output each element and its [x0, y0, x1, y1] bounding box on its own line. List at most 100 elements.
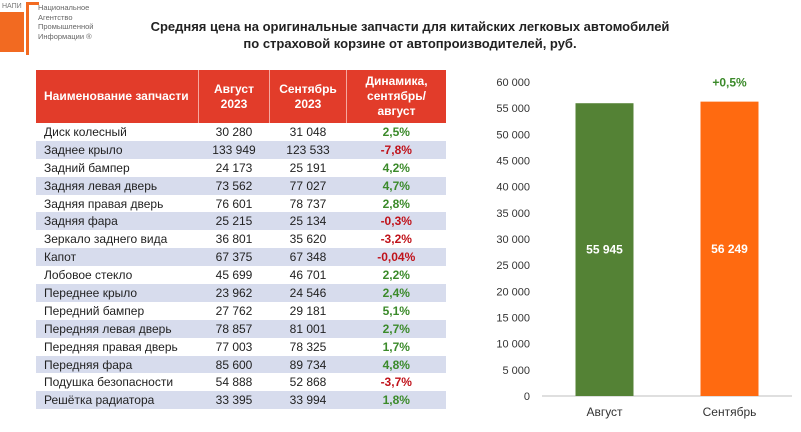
- sep-price-cell: 81 001: [269, 319, 347, 338]
- napi-logo: НАПИ Национальное Агентство Промышленной…: [0, 0, 110, 56]
- y-tick-label: 25 000: [496, 260, 530, 272]
- header-sep: Сентябрь 2023: [269, 70, 347, 123]
- part-name-cell: Лобовое стекло: [44, 268, 133, 283]
- table-row: Лобовое стекло 45 699 46 701 2,2%: [36, 266, 446, 284]
- part-name-cell: Заднее крыло: [36, 140, 199, 159]
- bar-data-label: 56 249: [711, 242, 748, 256]
- table-row: Диск колесный 30 280 31 048 2,5%: [36, 123, 446, 141]
- x-category-label: Сентябрь: [703, 405, 757, 419]
- y-tick-label: 5 000: [502, 365, 530, 377]
- table-row: Передний бампер 27 762 29 181 5,1%: [36, 302, 446, 320]
- sep-price-cell: 29 181: [289, 303, 327, 318]
- part-name-cell: Зеркало заднего вида: [44, 232, 168, 247]
- logo-line: Информации ®: [38, 31, 92, 41]
- part-name-cell: Передняя фара: [36, 355, 199, 374]
- sep-price-cell: 77 027: [269, 176, 347, 195]
- dynamics-cell: 1,7%: [382, 339, 410, 354]
- table-row: Переднее крыло 23 962 24 546 2,4%: [36, 284, 446, 302]
- table-row: Передняя фара 85 600 89 734 4,8%: [36, 355, 446, 374]
- sep-price-cell: 35 620: [289, 232, 327, 247]
- title-line-2: по страховой корзине от автопроизводител…: [243, 36, 577, 51]
- sep-price-cell: 25 191: [289, 160, 327, 175]
- table-row: Передняя правая дверь 77 003 78 325 1,7%: [36, 338, 446, 356]
- table-row: Задняя фара 25 215 25 134 -0,3%: [36, 212, 446, 231]
- part-name-cell: Передняя правая дверь: [44, 339, 178, 354]
- y-tick-label: 40 000: [496, 182, 530, 194]
- table-row: Капот 67 375 67 348 -0,04%: [36, 248, 446, 267]
- logo-bar: [0, 12, 24, 52]
- table-header-row: Наименование запчасти Август 2023 Сентяб…: [36, 70, 446, 123]
- aug-price-cell: 30 280: [215, 124, 253, 139]
- aug-price-cell: 25 215: [198, 212, 270, 231]
- aug-price-cell: 24 173: [215, 160, 253, 175]
- bar-september: [700, 101, 759, 396]
- page-title: Средняя цена на оригинальные запчасти дл…: [120, 18, 700, 52]
- dynamics-cell: 4,2%: [382, 160, 410, 175]
- aug-price-cell: 67 375: [198, 248, 270, 267]
- dynamics-cell: -3,2%: [380, 232, 412, 247]
- dynamics-cell: 5,1%: [382, 303, 410, 318]
- dynamics-cell: -7,8%: [346, 140, 446, 159]
- x-category-label: Август: [586, 405, 623, 419]
- table-row: Передняя левая дверь 78 857 81 001 2,7%: [36, 319, 446, 338]
- part-name-cell: Задний бампер: [44, 160, 130, 175]
- dynamics-cell: 4,8%: [346, 355, 446, 374]
- aug-price-cell: 36 801: [215, 232, 253, 247]
- part-name-cell: Капот: [36, 248, 199, 267]
- dynamics-cell: 1,8%: [346, 391, 446, 410]
- y-tick-label: 30 000: [496, 234, 530, 246]
- sep-price-cell: 89 734: [269, 355, 347, 374]
- table-body: Диск колесный 30 280 31 048 2,5% Заднее крыл…: [36, 123, 446, 410]
- y-tick-label: 10 000: [496, 339, 530, 351]
- aug-price-cell: 27 762: [215, 303, 253, 318]
- table-row: Задний бампер 24 173 25 191 4,2%: [36, 159, 446, 177]
- dynamics-cell: 2,5%: [382, 124, 410, 139]
- y-tick-label: 15 000: [496, 313, 530, 325]
- dynamics-cell: 2,4%: [346, 284, 446, 302]
- part-name-cell: Передний бампер: [44, 303, 145, 318]
- sep-price-cell: 78 325: [289, 339, 327, 354]
- sep-price-cell: 52 868: [289, 375, 327, 390]
- table-row: Заднее крыло 133 949 123 533 -7,8%: [36, 140, 446, 159]
- aug-price-cell: 133 949: [198, 140, 270, 159]
- header-name: Наименование запчасти: [36, 70, 199, 123]
- price-bar-chart: 0 5 000 10 000 15 000 20 000 25 000 30 000 35 0…: [496, 76, 792, 419]
- sep-price-cell: 46 701: [289, 268, 327, 283]
- y-tick-label: 55 000: [496, 103, 530, 115]
- table-row: Задняя левая дверь 73 562 77 027 4,7%: [36, 176, 446, 195]
- sep-price-cell: 25 134: [269, 212, 347, 231]
- aug-price-cell: 54 888: [215, 375, 253, 390]
- y-tick-label: 35 000: [496, 208, 530, 220]
- part-name-cell: Задняя правая дверь: [44, 196, 164, 211]
- table-row: Зеркало заднего вида 36 801 35 620 -3,2%: [36, 230, 446, 248]
- y-tick-label: 60 000: [496, 77, 530, 89]
- dynamics-cell: 2,7%: [346, 319, 446, 338]
- sep-price-cell: 31 048: [289, 124, 327, 139]
- part-name-cell: Решётка радиатора: [36, 391, 199, 410]
- table-row: Решётка радиатора 33 395 33 994 1,8%: [36, 391, 446, 410]
- aug-price-cell: 76 601: [215, 196, 253, 211]
- aug-price-cell: 78 857: [198, 319, 270, 338]
- sep-price-cell: 78 737: [289, 196, 327, 211]
- aug-price-cell: 85 600: [198, 355, 270, 374]
- sep-price-cell: 123 533: [269, 140, 347, 159]
- part-name-cell: Задняя левая дверь: [36, 176, 199, 195]
- dynamics-cell: -0,3%: [346, 212, 446, 231]
- parts-price-table: Наименование запчасти Август 2023 Сентяб…: [36, 70, 446, 410]
- header-dyn: Динамика, сентябрь/август: [346, 70, 446, 123]
- y-tick-label: 0: [524, 391, 530, 403]
- logo-line: Национальное: [38, 3, 90, 12]
- table-row: Подушка безопасности 54 888 52 868 -3,7%: [36, 373, 446, 391]
- dynamics-cell: 4,7%: [346, 176, 446, 195]
- aug-price-cell: 33 395: [198, 391, 270, 410]
- dynamics-cell: 2,8%: [382, 196, 410, 211]
- logo-text: Национальное Агентство Промышленной Инфо…: [38, 3, 94, 41]
- part-name-cell: Задняя фара: [36, 212, 199, 231]
- y-tick-label: 20 000: [496, 286, 530, 298]
- logo-line: Агентство: [38, 12, 73, 22]
- sep-price-cell: 24 546: [269, 284, 347, 302]
- aug-price-cell: 23 962: [198, 284, 270, 302]
- dynamics-cell: -0,04%: [346, 248, 446, 267]
- sep-price-cell: 67 348: [269, 248, 347, 267]
- logo-bracket: [26, 2, 39, 55]
